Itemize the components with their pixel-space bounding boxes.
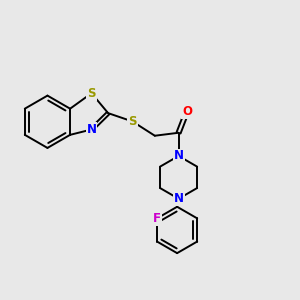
Text: N: N: [174, 192, 184, 205]
Text: S: S: [128, 115, 137, 128]
Text: F: F: [153, 212, 161, 225]
Text: N: N: [174, 149, 184, 162]
Text: S: S: [87, 87, 96, 100]
Text: N: N: [86, 123, 97, 136]
Text: O: O: [182, 105, 192, 118]
